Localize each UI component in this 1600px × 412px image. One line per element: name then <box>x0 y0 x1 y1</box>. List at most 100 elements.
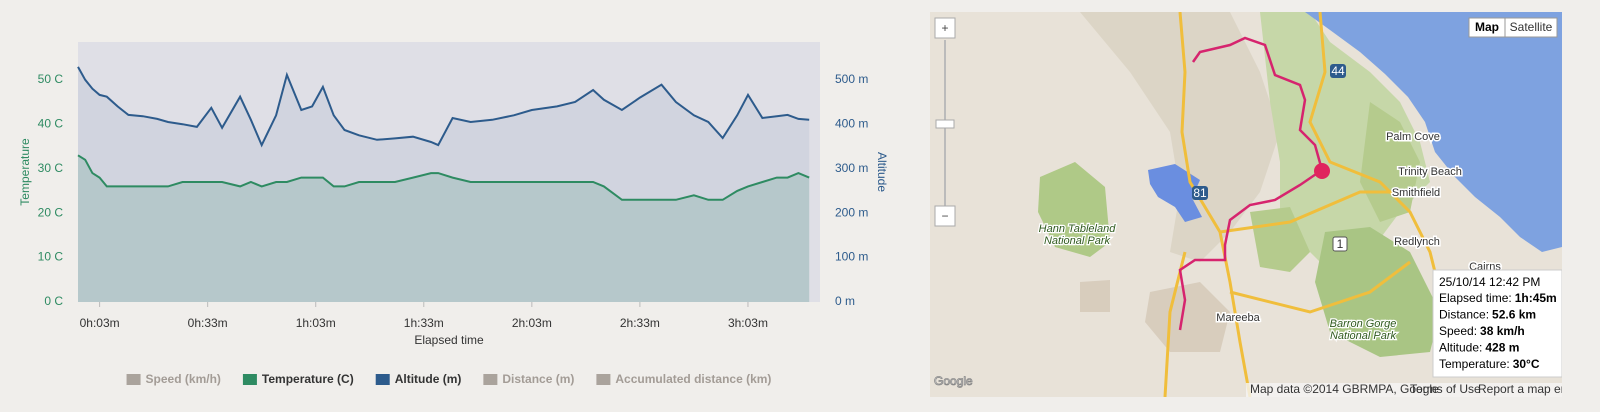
place-label: Trinity Beach <box>1398 166 1462 178</box>
legend-swatch[interactable] <box>483 374 498 385</box>
tooltip-value: 52.6 km <box>1492 308 1536 322</box>
tooltip-value: 30°C <box>1513 357 1540 371</box>
tooltip-box <box>1432 269 1562 378</box>
line <box>77 66 810 148</box>
attribution: Map data ©2014 GBRMPA, Google <box>1250 382 1439 396</box>
road <box>1229 260 1411 314</box>
legend-item[interactable]: Altitude (m) <box>375 372 462 386</box>
tooltip-rows: Elapsed time: 1h:45m Distance: 52.6 km Speed… <box>1439 291 1557 371</box>
place-label: Redlynch <box>1394 236 1440 248</box>
tooltip-label: Speed: <box>1439 324 1477 338</box>
road <box>1178 12 1252 397</box>
forest <box>1250 207 1310 272</box>
legend-item[interactable]: Distance (m) <box>483 372 574 386</box>
legend-label[interactable]: Altitude (m) <box>395 372 462 386</box>
legend-swatch[interactable] <box>126 374 141 385</box>
zoom-out-button[interactable] <box>934 205 956 227</box>
road <box>1219 190 1400 234</box>
road-number: 1 <box>1337 237 1344 251</box>
road <box>1308 12 1442 293</box>
zoom-in-label[interactable]: + <box>941 21 948 35</box>
tooltip-label: Elapsed time: <box>1439 291 1512 305</box>
zoom-out-label[interactable]: − <box>941 209 948 223</box>
legend-swatch[interactable] <box>242 374 257 385</box>
tooltip-label: Altitude: <box>1439 341 1482 355</box>
road-number: 44 <box>1331 64 1345 78</box>
x-axis-title: Elapsed time <box>414 333 484 347</box>
position-marker[interactable] <box>1314 163 1330 179</box>
map-type-label[interactable]: Map <box>1475 20 1499 34</box>
place-label: National Park <box>1044 235 1111 247</box>
x-tick-label: 3h:03m <box>728 316 768 330</box>
terms-link[interactable]: Terms of Use <box>1410 382 1481 396</box>
tooltip-value: 428 m <box>1485 341 1519 355</box>
legend-item[interactable]: Temperature (C) <box>242 372 354 386</box>
place-label: Smithfield <box>1392 187 1440 199</box>
legend-swatch[interactable] <box>375 374 390 385</box>
place-label: Mareeba <box>1216 312 1260 324</box>
sea <box>1305 12 1562 252</box>
terrain <box>1145 282 1230 352</box>
y2-tick-label: 200 m <box>835 205 868 219</box>
zoom-in-button[interactable] <box>934 17 956 39</box>
legend: Speed (km/h) Temperature (C) Altitude (m) D… <box>126 372 771 386</box>
zoom-handle[interactable] <box>935 119 955 129</box>
y-tick-label: 30 C <box>38 161 64 175</box>
y2-tick-label: 400 m <box>835 116 868 130</box>
satellite-type-button[interactable] <box>1504 17 1558 38</box>
park-area <box>1315 227 1440 357</box>
y2-tick-label: 0 m <box>835 294 855 308</box>
attribution-bar <box>1246 383 1562 397</box>
legend-label[interactable]: Accumulated distance (km) <box>615 372 771 386</box>
x-tick-label: 0h:03m <box>80 316 120 330</box>
y-tick-label: 40 C <box>38 116 64 130</box>
line <box>77 154 810 201</box>
tooltip-datetime: 25/10/14 12:42 PM <box>1439 275 1540 289</box>
legend-label[interactable]: Temperature (C) <box>262 372 354 386</box>
plot-background <box>78 42 820 302</box>
park-area <box>1038 162 1110 257</box>
x-tick-label: 1h:03m <box>296 316 336 330</box>
area <box>78 66 810 303</box>
y2-tick-label: 100 m <box>835 250 868 264</box>
x-tick-label: 2h:33m <box>620 316 660 330</box>
y2-axis-title: Altitude <box>875 152 889 192</box>
terrain <box>1080 280 1110 312</box>
tooltip-value: 1h:45m <box>1515 291 1557 305</box>
satellite-type-label[interactable]: Satellite <box>1510 20 1553 34</box>
tooltip-label: Distance: <box>1439 308 1489 322</box>
chart: Temperature Altitude Elapsed time Speed … <box>18 42 889 386</box>
road-number: 81 <box>1193 186 1207 200</box>
y-tick-label: 20 C <box>38 205 64 219</box>
tooltip: 25/10/14 12:42 PM Elapsed time: 1h:45m Dis… <box>1432 269 1562 378</box>
place-label: Barron Gorge <box>1330 318 1397 330</box>
road-shield <box>1330 64 1346 78</box>
y2-tick-label: 500 m <box>835 72 868 86</box>
y-tick-label: 0 C <box>44 294 63 308</box>
google-logo: Google <box>934 374 973 388</box>
y-tick-label: 50 C <box>38 72 64 86</box>
legend-item[interactable]: Accumulated distance (km) <box>596 372 771 386</box>
legend-item[interactable]: Speed (km/h) <box>126 372 221 386</box>
tooltip-label: Temperature: <box>1439 357 1510 371</box>
place-label: National Park <box>1330 330 1397 342</box>
y-axis-title: Temperature <box>18 138 32 206</box>
place-label: Hann Tableland <box>1039 223 1117 235</box>
legend-label[interactable]: Distance (m) <box>502 372 574 386</box>
area <box>78 155 810 302</box>
x-tick-label: 2h:03m <box>512 316 552 330</box>
place-label: Palm Cove <box>1386 131 1440 143</box>
report-link[interactable]: Report a map error <box>1478 382 1562 396</box>
terrain <box>1080 12 1280 262</box>
y-tick-label: 10 C <box>38 250 64 264</box>
y2-tick-label: 300 m <box>835 161 868 175</box>
map[interactable]: + − Map Satellite Palm Cove Trinity Beac… <box>930 12 1562 397</box>
legend-swatch[interactable] <box>596 374 611 385</box>
x-tick-label: 0h:33m <box>188 316 228 330</box>
road-shield <box>1192 186 1208 200</box>
x-tick-label: 1h:33m <box>404 316 444 330</box>
tooltip-value: 38 km/h <box>1480 324 1525 338</box>
road-shield <box>1332 236 1348 252</box>
legend-label[interactable]: Speed (km/h) <box>146 372 221 386</box>
